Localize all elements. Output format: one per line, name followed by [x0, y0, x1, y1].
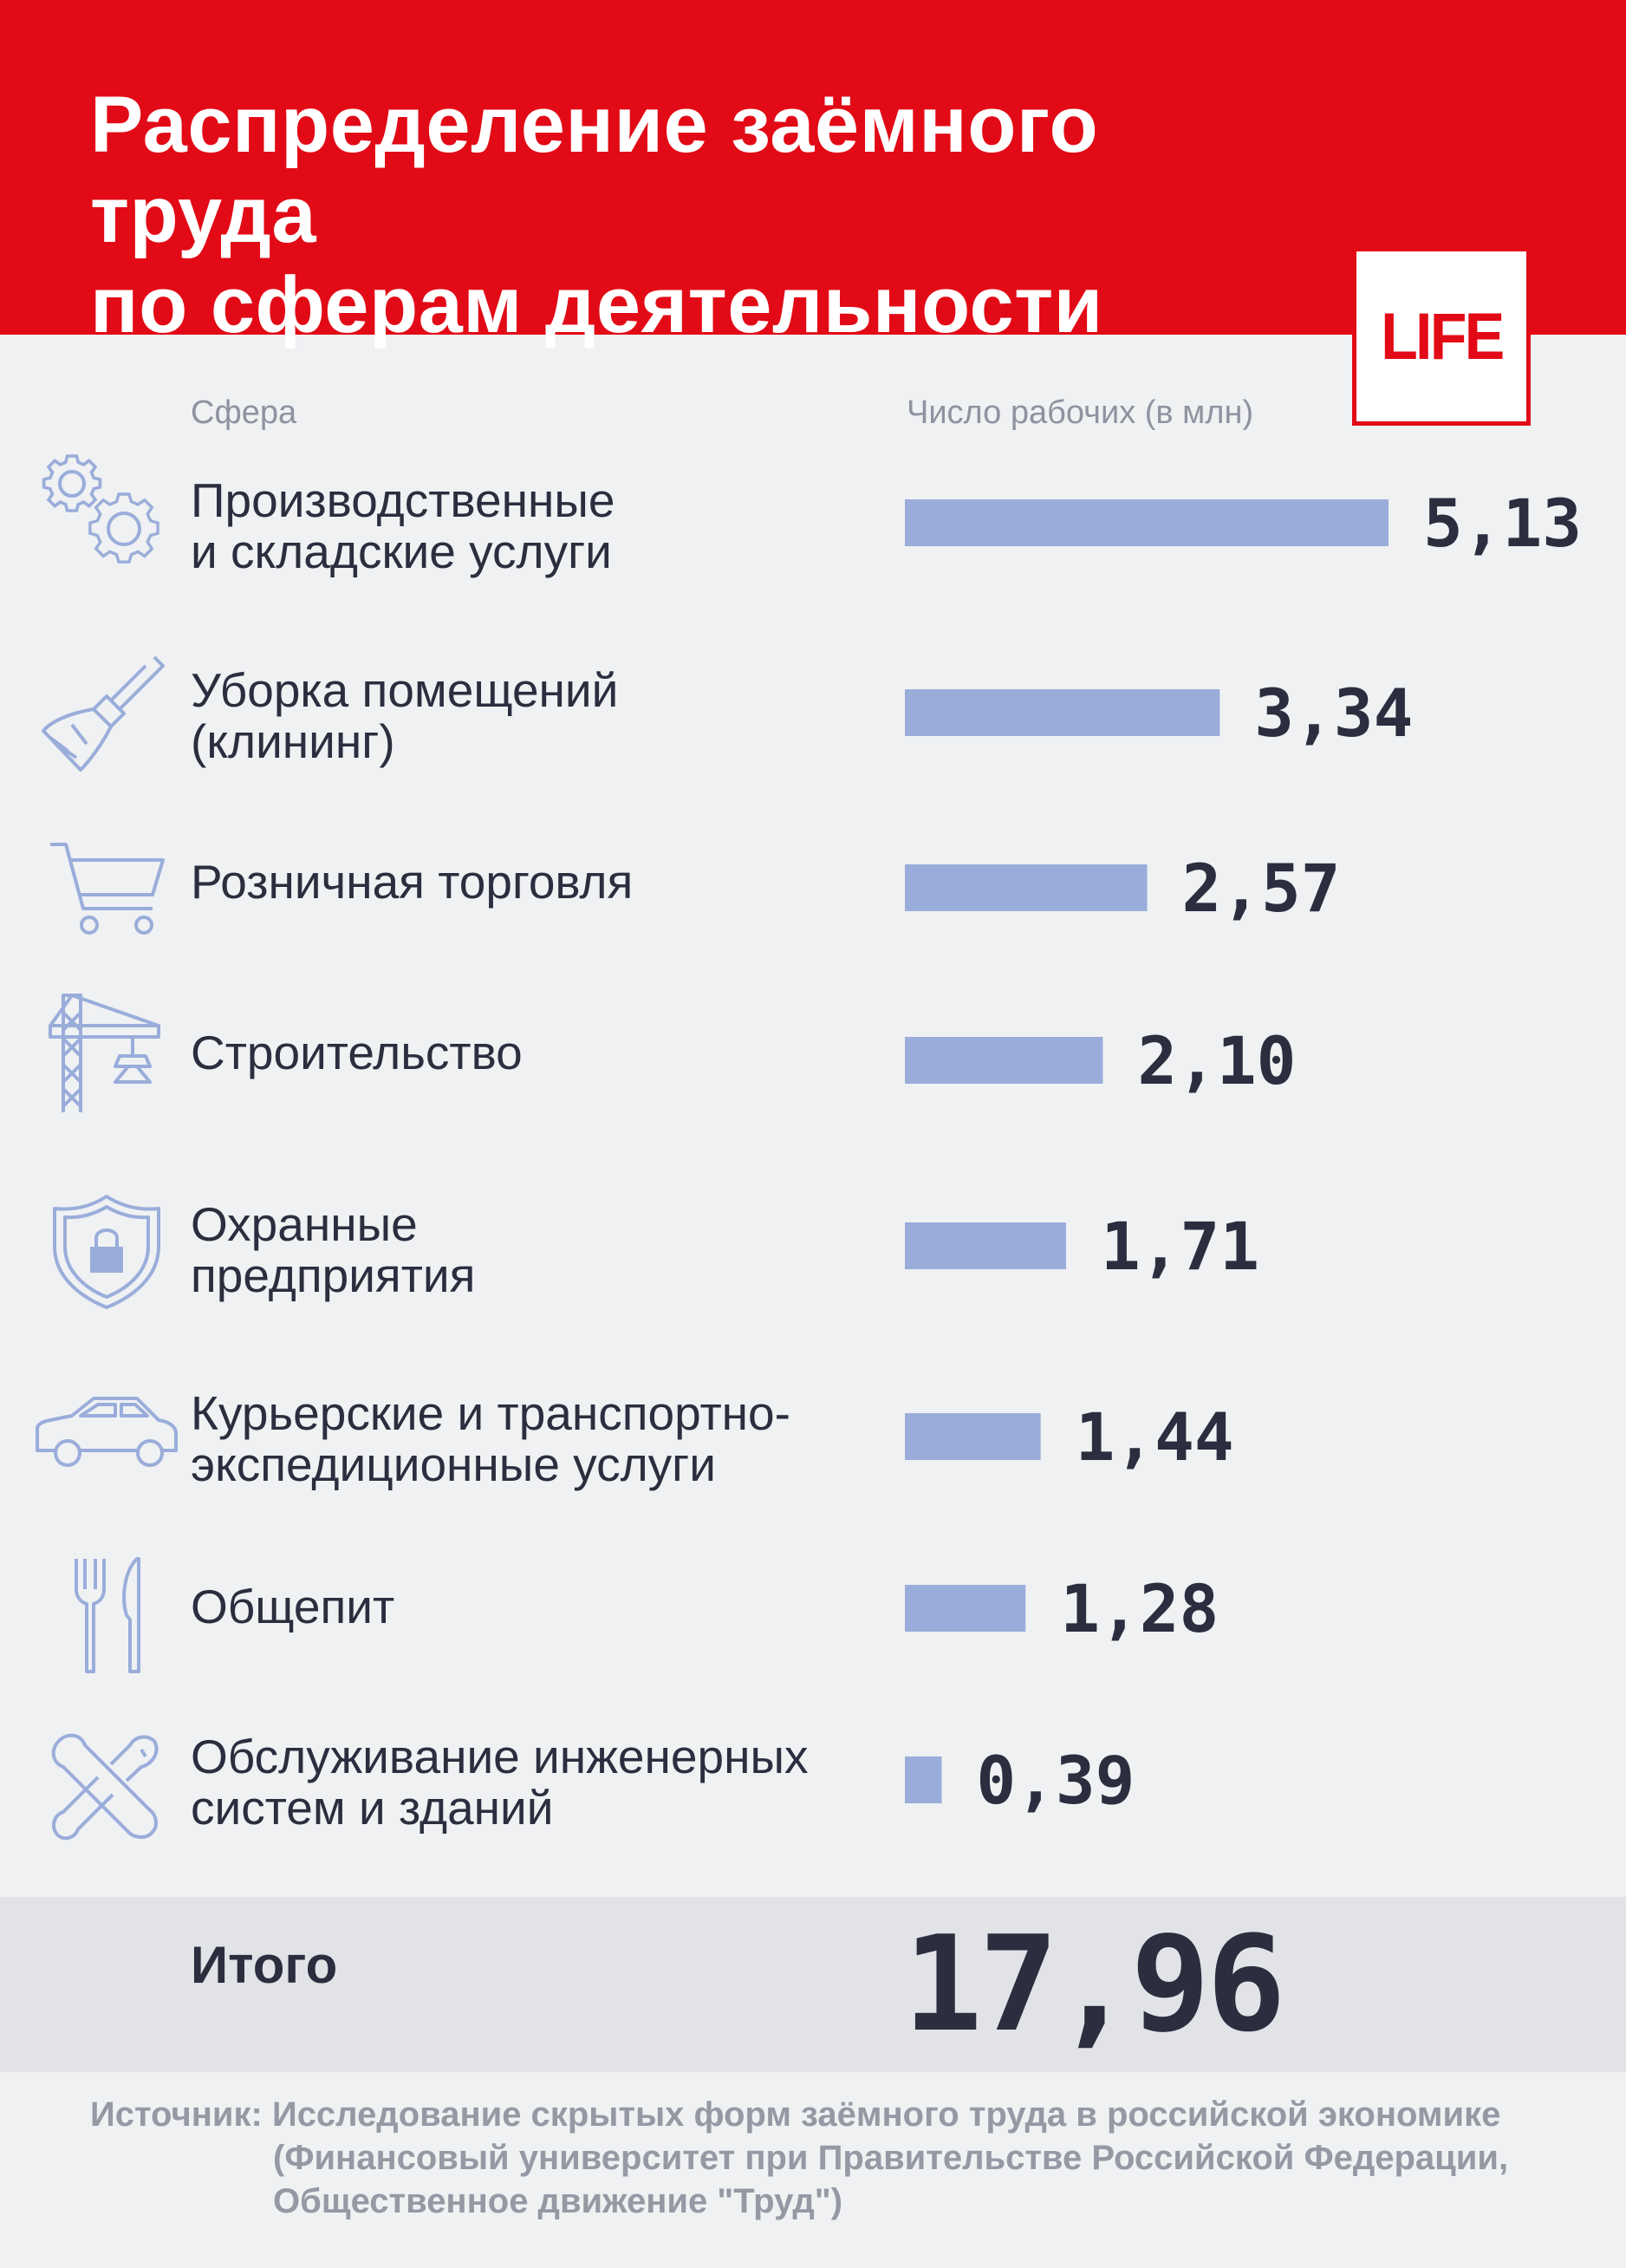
bar — [905, 1756, 942, 1803]
total-band — [0, 1897, 1626, 2072]
broom-icon — [42, 655, 165, 772]
category-label: Уборка помещений (клининг) — [191, 663, 619, 768]
category-label: Строительство — [191, 1026, 523, 1079]
gears-icon — [42, 454, 159, 564]
category-label: Розничная торговля — [191, 855, 634, 909]
bar — [905, 1585, 1026, 1632]
category-label: Обслуживание инженерных систем и зданий — [191, 1730, 809, 1835]
value-label: 2,57 — [1182, 850, 1341, 927]
source-line-1: Исследование скрытых форм заёмного труда… — [271, 2095, 1501, 2134]
life-logo: LIFE — [1352, 247, 1531, 426]
header-banner: Распределение заёмного труда по сферам д… — [0, 0, 1626, 349]
value-label: 2,10 — [1137, 1022, 1296, 1099]
value-label: 0,39 — [976, 1742, 1135, 1819]
bar — [905, 689, 1220, 736]
value-label: 1,71 — [1101, 1208, 1259, 1285]
bar — [905, 499, 1389, 546]
wrenches-icon — [51, 1733, 159, 1841]
page-title: Распределение заёмного труда по сферам д… — [90, 80, 1347, 350]
crane-icon — [49, 994, 160, 1112]
car-icon — [36, 1397, 178, 1467]
title-line-2: по сферам деятельности — [90, 261, 1103, 349]
bar — [905, 1222, 1066, 1269]
category-label: Охранные предприятия — [191, 1197, 476, 1302]
bar — [905, 864, 1148, 911]
value-label: 5,13 — [1423, 485, 1582, 562]
bar — [905, 1037, 1103, 1084]
value-label: 1,44 — [1076, 1398, 1234, 1476]
source-line-2: (Финансовый университет при Правительств… — [273, 2139, 1509, 2177]
logo-text: LIFE — [1380, 299, 1505, 374]
total-label: Итого — [191, 1936, 338, 1994]
shield-lock-icon — [53, 1195, 160, 1309]
source-label: Источник: — [90, 2095, 263, 2134]
category-label: Общепит — [191, 1580, 395, 1633]
value-label: 3,34 — [1254, 675, 1413, 752]
source-line-3: Общественное движение "Труд") — [273, 2182, 843, 2220]
value-label: 1,28 — [1060, 1570, 1219, 1647]
category-label: Производственные и складские услуги — [191, 473, 615, 578]
total-value: 17,96 — [903, 1907, 1286, 2061]
category-label: Курьерские и транспортно- экспедиционные… — [191, 1386, 790, 1491]
source-note: Источник: Исследование скрытых форм заём… — [90, 2093, 1564, 2223]
column-header-workers: Число рабочих (в млн) — [907, 394, 1254, 431]
title-line-1: Распределение заёмного труда — [90, 81, 1099, 259]
column-header-sphere: Сфера — [191, 394, 297, 431]
fork-knife-icon — [75, 1557, 140, 1673]
bar-chart: 5,13 3,34 2,57 2,10 1,71 1,44 1,28 0,39 — [905, 485, 1582, 1819]
bar — [905, 1413, 1041, 1460]
cart-icon — [50, 843, 165, 935]
